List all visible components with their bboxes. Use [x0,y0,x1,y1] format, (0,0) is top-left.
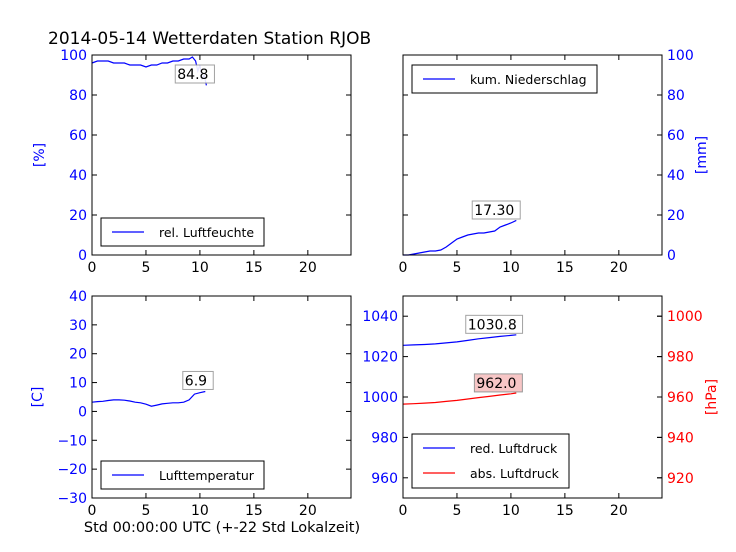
x-tick-label: 0 [399,260,408,276]
y-tick-label: 80 [69,88,87,104]
legend: rel. Luftfeuchte [100,217,265,247]
legend-label: red. Luftdruck [470,441,558,456]
x-tick-label: 5 [141,503,150,519]
x-tick-label: 20 [610,503,628,519]
legend: kum. Niederschlag [411,64,598,94]
annotation-value: 962.0 [476,376,516,392]
y-tick-label: 1020 [362,350,398,366]
x-tick-label: 20 [299,503,317,519]
x-tick-label: 0 [88,503,97,519]
legend-label: kum. Niederschlag [470,72,587,87]
legend: Lufttemperatur [100,460,265,490]
y-axis-label: [C] [30,387,46,408]
series-line-3-0 [402,334,517,346]
annotation-value: 84.8 [177,67,208,83]
y-tick-label: 0 [78,404,87,420]
annotation-box [473,373,523,393]
x-tick-label: 15 [245,503,263,519]
y-tick-label: 980 [371,430,398,446]
annotation-value: 1030.8 [468,317,517,333]
y-tick-label: 60 [667,128,685,144]
panel-top-right: 0 5 10 15 20 0 20 40 60 80 100 [mm] kum. Niederschla… [399,48,710,276]
x-tick-label: 10 [502,260,520,276]
annotation-box [465,314,524,334]
annotation-box [182,370,214,390]
y-tick-label: 0 [78,248,87,264]
y-right-tick-label: 940 [667,430,694,446]
x-tick-label: 0 [399,503,408,519]
y-tick-label: 10 [69,376,87,392]
x-tick-label: 0 [88,260,97,276]
y-axis-label: [mm] [694,136,710,174]
panel-top-left: 0 5 10 15 20 0 20 40 60 80 100 [%] rel. Luftfeuchte 8… [32,48,352,276]
y-tick-label: 1000 [362,390,398,406]
y-axis-label: [hPa] [704,379,720,415]
annotation-box [174,64,215,84]
series-line-3-1 [402,392,517,405]
plot-frame [91,295,352,499]
x-tick-label: 15 [556,503,574,519]
y-tick-label: 40 [69,168,87,184]
y-tick-label: 80 [667,88,685,104]
legend: red. Luftdruck abs. Luftdruck [411,433,570,489]
y-tick-label: 30 [69,318,87,334]
y-axis-label: [%] [32,143,48,167]
x-tick-label: 10 [502,503,520,519]
y-right-tick-label: 1000 [667,309,703,325]
y-right-tick-label: 980 [667,350,694,366]
series-line-2-0 [91,390,206,407]
y-tick-label: 0 [667,248,676,264]
y-right-tick-label: 960 [667,390,694,406]
panel-bottom-right: 0 5 10 15 20 960 980 1000 1020 1040 920 940 960 980 10… [362,295,720,519]
x-tick-label: 15 [556,260,574,276]
legend-label: rel. Luftfeuchte [159,225,254,240]
chart-title: 2014-05-14 Wetterdaten Station RJOB [48,29,371,49]
y-tick-label: −10 [57,433,87,449]
y-tick-label: 100 [667,48,694,64]
y-tick-label: 40 [69,289,87,305]
annotation-box [471,200,521,220]
y-tick-label: 20 [667,208,685,224]
x-axis-label: Std 00:00:00 UTC (+-22 Std Lokalzeit) [84,520,360,536]
y-tick-label: 960 [371,471,398,487]
x-tick-label: 15 [245,260,263,276]
y-right-tick-label: 920 [667,471,694,487]
y-tick-label: −30 [57,491,87,507]
legend-box [411,433,570,489]
y-tick-label: 20 [69,208,87,224]
y-tick-label: −20 [57,462,87,478]
x-tick-label: 20 [299,260,317,276]
y-tick-label: 60 [69,128,87,144]
x-tick-label: 5 [141,260,150,276]
series-line-1-0 [403,219,517,256]
y-tick-label: 20 [69,347,87,363]
y-tick-label: 40 [667,168,685,184]
x-tick-label: 20 [610,260,628,276]
x-tick-label: 10 [191,260,209,276]
legend-label: abs. Luftdruck [470,466,560,481]
plot-frame [402,54,663,256]
y-tick-label: 1040 [362,309,398,325]
plot-frame [91,54,352,256]
panel-bottom-left: 0 5 10 15 20 −30 −20 −10 0 10 20 30 40 [C] Lufttempera… [30,289,352,519]
x-tick-label: 5 [452,260,461,276]
x-tick-label: 5 [452,503,461,519]
legend-label: Lufttemperatur [159,468,255,483]
annotation-value: 17.30 [474,203,514,219]
y-tick-label: 100 [60,48,87,64]
annotation-value: 6.9 [185,373,207,389]
x-tick-label: 10 [191,503,209,519]
